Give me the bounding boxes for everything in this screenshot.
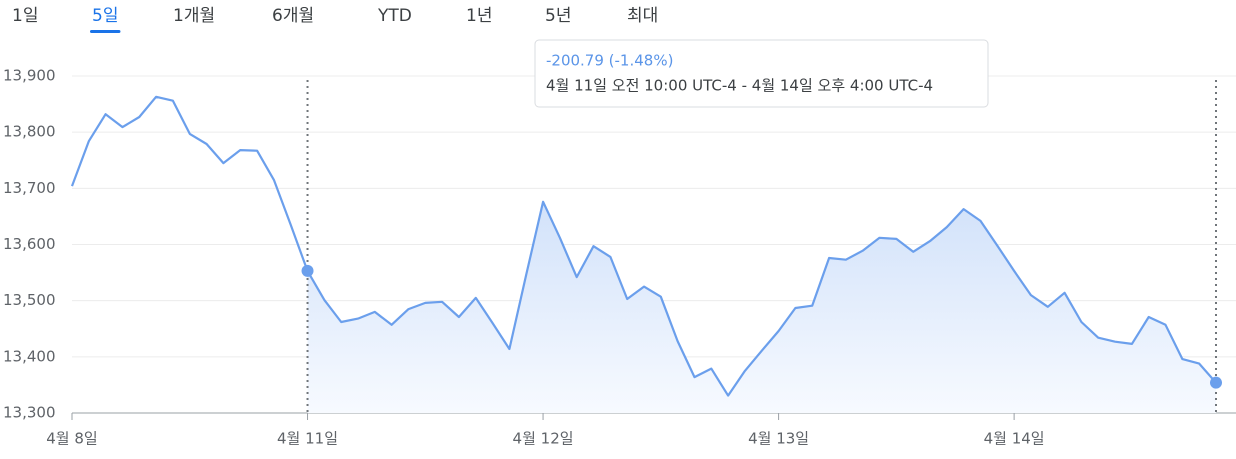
x-tick-label: 4월 13일 <box>748 430 809 448</box>
x-tick-label: 4월 11일 <box>277 430 338 448</box>
tooltip: -200.79 (-1.48%) 4월 11일 오전 10:00 UTC-4 -… <box>534 39 989 108</box>
range-tab[interactable]: 1일 <box>12 6 38 26</box>
range-tab[interactable]: 1년 <box>466 6 492 26</box>
range-tabs: 1일 5일 1개월 6개월 YTD 1년 5년 최대 <box>12 6 658 33</box>
plot: 13,300 13,400 13,500 13,600 13,700 13,800 13,9… <box>3 67 1236 448</box>
range-tab[interactable]: 5년 <box>545 6 571 26</box>
y-tick-label: 13,500 <box>3 291 56 309</box>
y-tick-label: 13,700 <box>3 179 56 197</box>
x-tick-label: 4월 12일 <box>513 430 574 448</box>
tooltip-box <box>534 39 989 108</box>
selection-point <box>301 264 314 277</box>
y-tick-label: 13,900 <box>3 67 56 85</box>
x-tick-label: 4월 8일 <box>46 430 97 448</box>
y-tick-label: 13,600 <box>3 235 56 253</box>
selected-tab-underline <box>90 30 121 33</box>
price-line <box>70 95 1217 397</box>
range-tab[interactable]: YTD <box>377 6 412 26</box>
range-tab[interactable]: 5일 <box>92 6 118 26</box>
x-tick-label: 4월 14일 <box>984 430 1045 448</box>
selection-point <box>1210 376 1222 389</box>
range-tab[interactable]: 최대 <box>627 6 658 26</box>
y-tick-label: 13,300 <box>3 404 56 422</box>
selection-area <box>307 201 1216 413</box>
range-tab[interactable]: 6개월 <box>272 6 314 26</box>
y-tick-label: 13,800 <box>3 123 56 141</box>
y-tick-label: 13,400 <box>3 347 56 365</box>
tooltip-change: -200.79 (-1.48%) <box>546 52 673 70</box>
range-tab[interactable]: 1개월 <box>173 6 215 26</box>
tooltip-range: 4월 11일 오전 10:00 UTC-4 - 4월 14일 오후 4:00 U… <box>546 77 933 95</box>
